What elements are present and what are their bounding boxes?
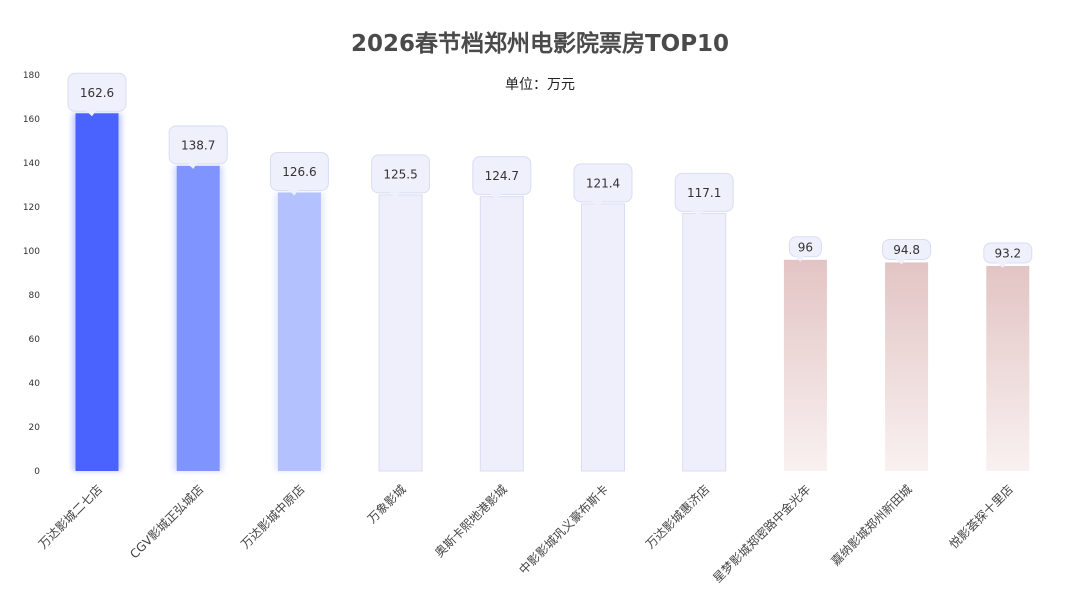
value-label-pointer bbox=[996, 262, 1007, 268]
bar bbox=[682, 212, 727, 472]
value-label: 162.6 bbox=[80, 86, 114, 100]
y-tick-label: 180 bbox=[23, 71, 40, 81]
bar bbox=[75, 113, 119, 471]
category-label: CGV影城正弘城店 bbox=[127, 482, 206, 561]
value-label: 117.1 bbox=[687, 186, 721, 200]
value-label-pointer bbox=[389, 192, 400, 198]
y-tick-label: 100 bbox=[23, 247, 40, 257]
y-tick-label: 60 bbox=[29, 335, 41, 345]
y-tick-label: 0 bbox=[34, 467, 40, 477]
y-tick-label: 40 bbox=[29, 379, 41, 389]
bar bbox=[479, 196, 524, 472]
value-label: 126.6 bbox=[282, 165, 316, 179]
value-label-bubble bbox=[788, 236, 822, 258]
value-label: 138.7 bbox=[181, 138, 215, 152]
value-label-pointer bbox=[895, 258, 906, 265]
value-label: 94.8 bbox=[893, 243, 920, 257]
value-label-pointer bbox=[592, 201, 602, 207]
value-label-bubble bbox=[882, 238, 932, 260]
value-label-bubble bbox=[168, 125, 228, 165]
value-label-bubble bbox=[472, 156, 532, 196]
bar bbox=[885, 262, 929, 471]
category-label: 奥斯卡熙地港影城 bbox=[432, 482, 510, 560]
value-label-bubble bbox=[573, 163, 633, 203]
bar bbox=[176, 165, 220, 472]
y-tick-label: 80 bbox=[29, 291, 41, 301]
y-tick-label: 20 bbox=[29, 423, 41, 433]
value-label-pointer bbox=[86, 110, 96, 117]
y-tick-label: 120 bbox=[23, 203, 40, 213]
value-label-bubble bbox=[983, 242, 1033, 264]
value-label: 121.4 bbox=[586, 176, 620, 190]
category-label: 万达影城惠济店 bbox=[642, 482, 712, 552]
value-label-pointer bbox=[693, 210, 704, 217]
category-label: 万象影城 bbox=[365, 482, 409, 526]
category-label: 中影影城巩义豪布斯卡 bbox=[516, 482, 611, 577]
bar bbox=[986, 265, 1030, 471]
chart-title: 2026春节档郑州电影院票房TOP10 bbox=[350, 31, 730, 57]
bar bbox=[783, 259, 827, 471]
value-label-pointer bbox=[288, 189, 299, 196]
y-tick-label: 140 bbox=[23, 159, 40, 169]
bar bbox=[378, 194, 423, 472]
value-label-pointer bbox=[187, 163, 198, 169]
bar bbox=[277, 192, 321, 472]
value-label: 124.7 bbox=[485, 169, 519, 183]
category-label: 万达影城二七店 bbox=[36, 482, 105, 551]
bar bbox=[581, 203, 625, 472]
value-label-bubble bbox=[67, 72, 127, 112]
category-label: 嘉纳影城郑州新田城 bbox=[828, 482, 915, 569]
value-label-bubble bbox=[371, 154, 431, 194]
value-label: 125.5 bbox=[383, 167, 417, 181]
value-label: 93.2 bbox=[994, 246, 1021, 260]
y-tick-label: 160 bbox=[23, 115, 40, 125]
value-label-pointer bbox=[490, 194, 501, 200]
value-label-bubble bbox=[269, 151, 329, 191]
chart-subtitle: 单位：万元 bbox=[505, 77, 575, 93]
category-label: 星梦影城郑密路中金光年 bbox=[710, 482, 814, 586]
category-label: 悦影荟探十里店 bbox=[947, 482, 1016, 551]
value-label-pointer bbox=[794, 256, 805, 262]
category-label: 万达影城中原店 bbox=[238, 482, 308, 552]
value-label: 96 bbox=[798, 240, 813, 254]
value-label-bubble bbox=[674, 172, 734, 212]
